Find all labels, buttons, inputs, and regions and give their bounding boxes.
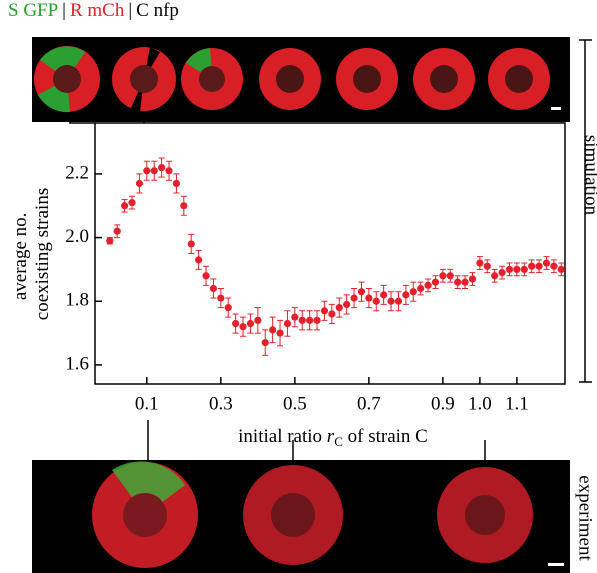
y-tick-label: 2.2 (65, 162, 89, 183)
data-point (269, 326, 277, 334)
data-point (439, 272, 447, 280)
x-label-var: r (327, 426, 335, 447)
data-point (135, 179, 144, 188)
data-point (498, 268, 506, 277)
data-point (113, 227, 121, 235)
x-tick-label: 0.3 (209, 393, 233, 414)
experiment-colonies (92, 461, 564, 568)
data-point (431, 278, 440, 286)
legend-entry: S GFP (8, 0, 58, 21)
data-point (491, 272, 499, 280)
y-tick-label: 1.8 (65, 290, 89, 311)
data-point (195, 256, 203, 264)
legend-separator: | (128, 0, 132, 21)
x-tick-label: 1.1 (505, 393, 529, 414)
x-label-text: initial ratio (238, 426, 322, 447)
data-point (232, 319, 240, 328)
data-point (417, 284, 425, 293)
data-point (106, 237, 114, 245)
data-point (542, 259, 551, 267)
data-point (246, 319, 255, 328)
data-point (513, 265, 521, 274)
data-point (254, 316, 262, 324)
data-point (557, 265, 565, 274)
side-label: simulation (581, 135, 597, 216)
data-point (468, 275, 477, 283)
data-point (239, 323, 247, 331)
data-point (535, 262, 543, 270)
data-point (306, 316, 314, 324)
data-point (150, 167, 158, 175)
y-label-line: coexisting strains (32, 188, 53, 320)
data-point (343, 300, 351, 309)
x-axis-label: initial ratio rC of strain C (238, 426, 428, 452)
x-tick-label: 0.5 (283, 393, 307, 414)
plot-frame (94, 122, 566, 385)
data-point (172, 179, 181, 188)
legend-separator: | (62, 0, 66, 21)
x-label-sub: C (334, 434, 343, 449)
data-point (528, 262, 536, 270)
data-point (128, 198, 136, 207)
y-tick-label: 2.0 (65, 226, 89, 247)
side-label: experiment (575, 475, 596, 561)
data-point (483, 262, 491, 270)
x-tick-label: 1.0 (468, 393, 492, 414)
data-point (454, 278, 462, 286)
data-point (505, 265, 514, 274)
data-point (402, 291, 410, 299)
data-point (180, 202, 188, 210)
data-point (224, 304, 232, 312)
data-point (350, 294, 358, 302)
data-point (121, 202, 129, 210)
data-point (357, 288, 366, 296)
legend-entry: R mCh (70, 0, 125, 21)
data-point (335, 304, 343, 312)
data-point (476, 259, 484, 267)
connectors (69, 39, 592, 462)
data-point (298, 316, 306, 324)
data-point (365, 294, 373, 302)
x-tick-label: 0.9 (431, 393, 455, 414)
data-point (209, 284, 218, 293)
data-point (394, 297, 403, 305)
legend-entry: C nfp (136, 0, 179, 21)
data-point (313, 316, 321, 324)
data-point (202, 272, 210, 280)
data-point (283, 319, 292, 328)
data-point (372, 297, 380, 305)
simulation-colonies (34, 46, 561, 113)
data-point (291, 313, 299, 321)
data-point (143, 167, 151, 175)
data-point (446, 272, 454, 280)
y-tick-label: 1.6 (65, 353, 89, 374)
data-point (217, 294, 225, 302)
x-tick-label: 0.1 (135, 393, 159, 414)
x-label-text: of strain C (348, 426, 428, 447)
data-point (387, 297, 395, 305)
data-point (409, 288, 417, 296)
data-point (165, 167, 173, 175)
data-point (424, 281, 432, 289)
data-point (261, 339, 269, 347)
data-point (461, 278, 469, 286)
data-point (320, 307, 329, 315)
x-tick-label: 0.7 (357, 393, 381, 414)
data-point (550, 262, 558, 270)
data-point (187, 240, 195, 248)
legend: S GFP | R mCh | C nfp (8, 0, 179, 21)
data-point (158, 163, 166, 172)
y-label-line: average no. (10, 213, 31, 301)
data-point (276, 329, 284, 337)
data-point (520, 265, 528, 274)
data-point (380, 291, 388, 299)
y-axis-label: average no. coexisting strains (10, 188, 53, 320)
data-point (328, 310, 336, 318)
